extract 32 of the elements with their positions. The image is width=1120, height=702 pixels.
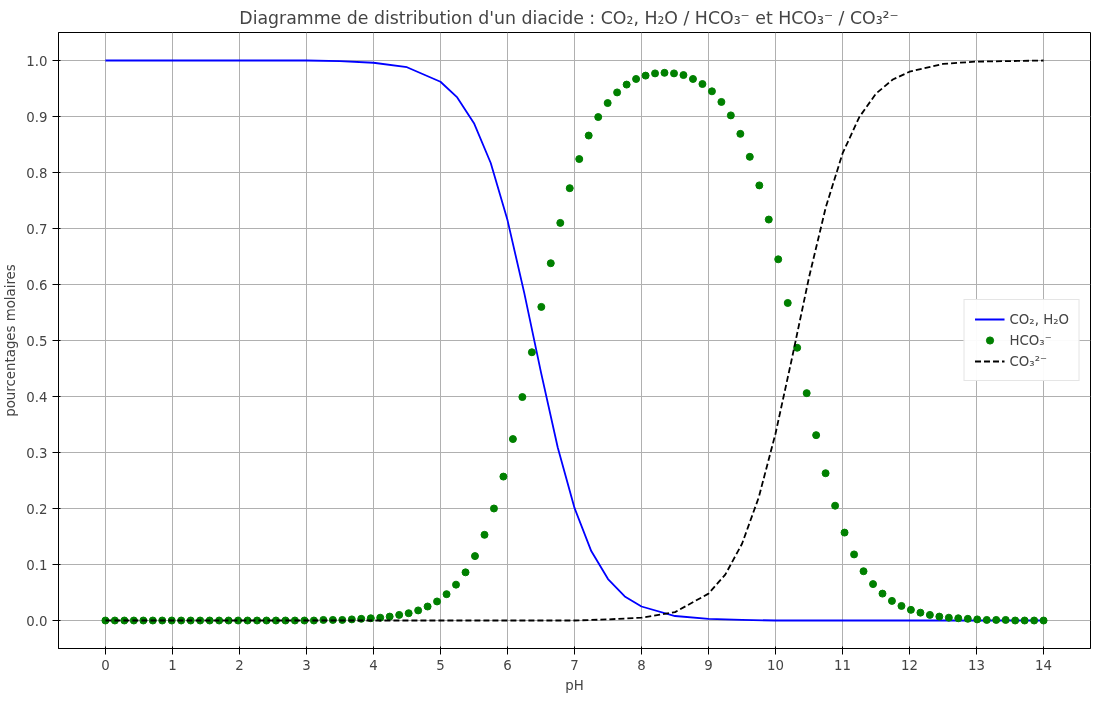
legend-label: CO₂, H₂O [1009,311,1069,327]
x-tick-label: 0 [101,657,110,673]
x-tick-label: 6 [503,657,512,673]
y-tick-label: 1.0 [26,53,48,69]
y-tick-label: 0.1 [26,557,48,573]
y-tick-label: 0.0 [26,613,48,629]
x-tick-label: 1 [168,657,177,673]
legend-label: HCO₃⁻ [1009,332,1052,348]
y-tick-label: 0.6 [26,277,48,293]
x-tick-label: 5 [436,657,445,673]
y-tick-label: 0.9 [26,109,48,125]
chart-title: Diagramme de distribution d'un diacide : CO₂, H₂O / HCO₃⁻ et HCO₃⁻ / CO₃²⁻ [239,7,899,28]
x-tick-label: 12 [901,657,919,673]
y-tick-label: 0.4 [26,389,48,405]
legend-label: CO₃²⁻ [1009,353,1048,369]
x-tick-label: 14 [1035,657,1053,673]
y-tick-label: 0.2 [26,501,48,517]
x-axis-title: pH [565,677,584,693]
y-tick-label: 0.8 [26,165,48,181]
y-tick-label: 0.5 [26,333,48,349]
x-tick-label: 4 [369,657,378,673]
y-tick-label: 0.3 [26,445,48,461]
x-tick-label: 7 [570,657,579,673]
x-tick-label: 10 [767,657,785,673]
y-axis-title: pourcentages molaires [3,264,19,417]
y-tick-label: 0.7 [26,221,48,237]
x-tick-label: 2 [235,657,244,673]
x-tick-label: 9 [704,657,713,673]
x-tick-label: 3 [302,657,311,673]
x-tick-label: 13 [968,657,986,673]
x-tick-label: 11 [834,657,852,673]
x-tick-label: 8 [637,657,646,673]
